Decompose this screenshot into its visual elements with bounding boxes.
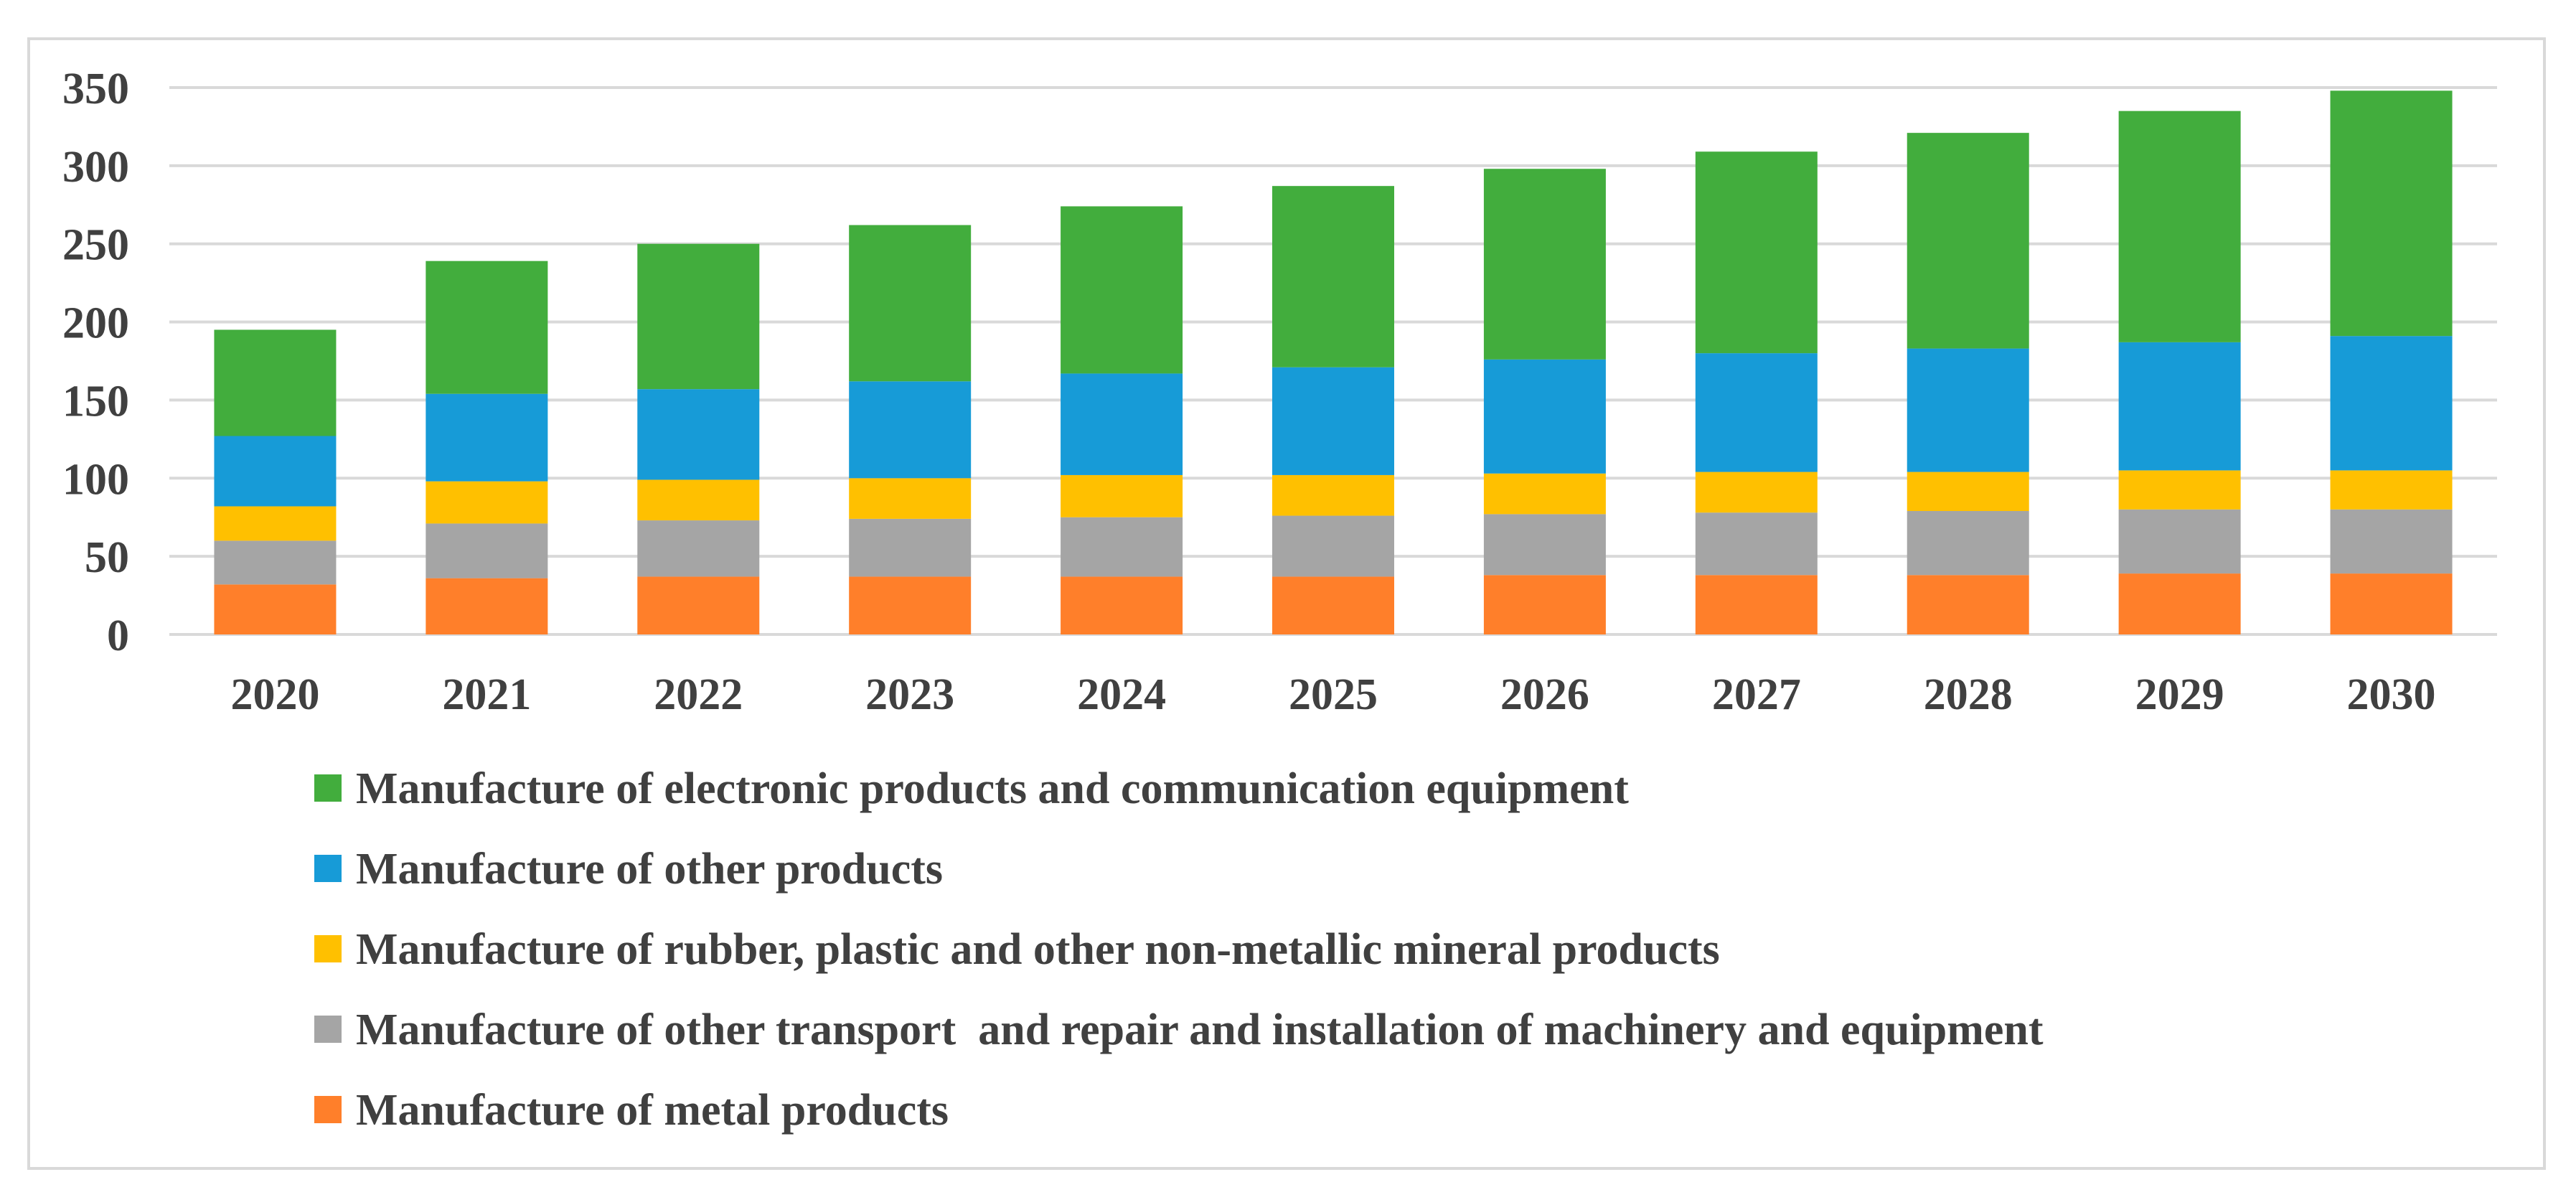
bar-segment	[1061, 206, 1183, 374]
bar-segment	[214, 540, 337, 585]
bar-segment	[2330, 573, 2453, 634]
y-tick-label: 200	[62, 299, 129, 348]
bar-segment	[1061, 517, 1183, 577]
legend-label: Manufacture of electronic products and c…	[356, 764, 1629, 813]
bar-segment	[426, 393, 548, 482]
bar-segment	[1483, 359, 1606, 474]
legend-label: Manufacture of other transport and repai…	[356, 1006, 2044, 1054]
bar-segment	[1272, 367, 1394, 475]
y-tick-label: 0	[107, 611, 129, 660]
bar-segment	[214, 329, 337, 436]
bar-segment	[1272, 474, 1394, 516]
y-tick-label: 150	[62, 377, 129, 426]
y-tick-label: 350	[62, 65, 129, 113]
bar-segment	[1483, 514, 1606, 576]
bar-segment	[1907, 575, 2029, 634]
legend-swatch	[314, 855, 342, 882]
x-axis: 2020 2021 2022 2023 2024 2025 2026 2027 2028 2029…	[230, 670, 2435, 719]
y-tick-label: 50	[85, 533, 129, 582]
bar-segment	[1695, 512, 1818, 576]
bar-segment	[426, 578, 548, 634]
x-tick-label: 2030	[2347, 670, 2436, 719]
bar-segment	[849, 381, 972, 479]
legend-label: Manufacture of rubber, plastic and other…	[356, 925, 1720, 974]
bar-segment	[2118, 470, 2241, 510]
legend-swatch	[314, 1016, 342, 1043]
bar-segment	[1061, 576, 1183, 634]
bar-segment	[214, 584, 337, 634]
bar-segment	[1695, 472, 1818, 513]
bar-segment	[637, 389, 760, 480]
bar-segment	[1907, 511, 2029, 576]
bar-segment	[2118, 111, 2241, 342]
bar-segment	[1907, 133, 2029, 349]
x-tick-label: 2029	[2135, 670, 2224, 719]
bar-segment	[2118, 342, 2241, 471]
bar-segment	[1695, 575, 1818, 634]
y-tick-label: 100	[62, 455, 129, 504]
x-tick-label: 2022	[654, 670, 743, 719]
bar-segment	[637, 576, 760, 634]
legend-swatch	[314, 774, 342, 802]
bar-segment	[1061, 373, 1183, 475]
bar-segment	[1272, 186, 1394, 367]
bar-segment	[426, 261, 548, 394]
bar-segment	[2118, 509, 2241, 574]
bar-segment	[2330, 90, 2453, 337]
legend-swatch	[314, 935, 342, 962]
x-tick-label: 2026	[1500, 670, 1589, 719]
x-tick-label: 2023	[865, 670, 954, 719]
bar-segment	[2118, 573, 2241, 634]
x-tick-label: 2021	[442, 670, 531, 719]
x-tick-label: 2020	[230, 670, 319, 719]
bar-segment	[637, 479, 760, 521]
legend-swatch	[314, 1096, 342, 1123]
bar-segment	[2330, 470, 2453, 510]
bar-segment	[214, 506, 337, 541]
bar-segment	[1907, 348, 2029, 472]
bar-segment	[426, 481, 548, 524]
legend: Manufacture of electronic products and c…	[314, 764, 2044, 1135]
x-tick-label: 2028	[1924, 670, 2013, 719]
bar-segment	[426, 523, 548, 578]
legend-label: Manufacture of metal products	[356, 1086, 949, 1135]
bar-segment	[1483, 575, 1606, 634]
legend-label: Manufacture of other products	[356, 845, 943, 894]
bar-segment	[1483, 169, 1606, 360]
bar-segment	[1272, 576, 1394, 634]
bar-segment	[849, 225, 972, 382]
bar-segment	[1061, 474, 1183, 517]
x-tick-label: 2027	[1712, 670, 1801, 719]
y-tick-label: 300	[62, 143, 129, 192]
bar-segment	[1272, 515, 1394, 577]
bar-segment	[1695, 151, 1818, 354]
bar-segment	[637, 520, 760, 577]
bar-segment	[1695, 353, 1818, 472]
bar-segment	[637, 243, 760, 390]
bar-segment	[849, 478, 972, 519]
y-axis: 0 50 100 150 200 250 300 350	[62, 65, 129, 660]
bar-segment	[2330, 336, 2453, 471]
bar-segment	[1907, 472, 2029, 512]
bar-segment	[214, 436, 337, 507]
x-tick-label: 2025	[1289, 670, 1378, 719]
bar-segment	[2330, 509, 2453, 574]
bars	[214, 90, 2453, 634]
x-tick-label: 2024	[1077, 670, 1166, 719]
bar-segment	[849, 576, 972, 634]
bar-segment	[849, 518, 972, 577]
y-tick-label: 250	[62, 221, 129, 270]
bar-segment	[1483, 473, 1606, 515]
